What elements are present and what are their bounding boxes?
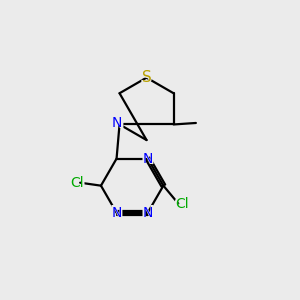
Text: N: N bbox=[112, 116, 122, 130]
Text: S: S bbox=[142, 70, 152, 85]
Text: N: N bbox=[141, 150, 155, 168]
Text: Cl: Cl bbox=[173, 195, 191, 213]
Text: Cl: Cl bbox=[68, 174, 86, 192]
Text: Cl: Cl bbox=[70, 176, 84, 190]
Text: N: N bbox=[110, 204, 124, 222]
Text: N: N bbox=[141, 204, 155, 222]
Text: N: N bbox=[142, 206, 153, 220]
Text: S: S bbox=[140, 69, 153, 87]
Text: N: N bbox=[142, 152, 153, 166]
Text: N: N bbox=[110, 114, 124, 132]
Text: N: N bbox=[111, 206, 122, 220]
Text: Cl: Cl bbox=[175, 197, 189, 212]
